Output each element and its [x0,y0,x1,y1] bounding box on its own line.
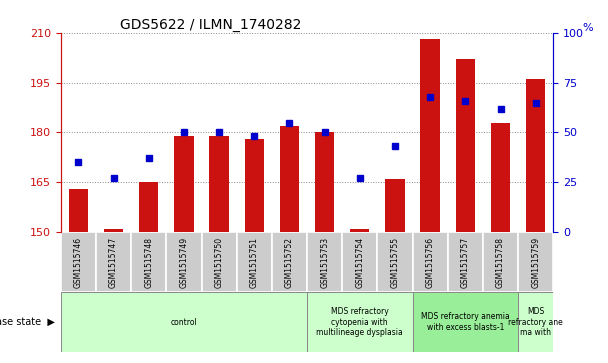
Bar [385,179,405,232]
Text: GSM1515752: GSM1515752 [285,237,294,288]
Bar [526,79,545,232]
Bar [131,232,167,292]
Bar [139,182,159,232]
Text: GSM1515756: GSM1515756 [426,237,435,288]
Bar [307,232,342,292]
Bar [174,136,193,232]
Y-axis label: %: % [582,23,593,33]
Text: control: control [171,318,197,327]
Bar [244,139,264,232]
Text: GSM1515758: GSM1515758 [496,237,505,288]
Text: GSM1515748: GSM1515748 [144,237,153,288]
Bar [350,229,370,232]
Text: MDS refractory
cytopenia with
multilineage dysplasia: MDS refractory cytopenia with multilinea… [316,307,403,337]
Bar [61,232,96,292]
Bar [280,126,299,232]
Text: GSM1515755: GSM1515755 [390,237,399,288]
Text: GDS5622 / ILMN_1740282: GDS5622 / ILMN_1740282 [120,18,302,32]
Bar [447,232,483,292]
Bar [237,232,272,292]
Bar [209,136,229,232]
Bar [455,59,475,232]
Bar [518,232,553,292]
Bar [378,232,413,292]
Text: GSM1515753: GSM1515753 [320,237,329,288]
Text: GSM1515746: GSM1515746 [74,237,83,288]
Bar [104,229,123,232]
Bar [483,232,518,292]
Text: GSM1515751: GSM1515751 [250,237,259,288]
Bar [342,232,378,292]
Text: disease state  ▶: disease state ▶ [0,317,55,327]
Bar [421,39,440,232]
Text: MDS
refractory ane
ma with: MDS refractory ane ma with [508,307,563,337]
Bar [315,132,334,232]
Bar [167,232,201,292]
Bar [307,292,413,352]
Bar [272,232,307,292]
Text: GSM1515757: GSM1515757 [461,237,470,288]
Bar [413,292,518,352]
Bar [201,232,237,292]
Text: GSM1515749: GSM1515749 [179,237,188,288]
Bar [61,292,307,352]
Text: MDS refractory anemia
with excess blasts-1: MDS refractory anemia with excess blasts… [421,313,510,332]
Bar [96,232,131,292]
Bar [518,292,553,352]
Text: GSM1515750: GSM1515750 [215,237,224,288]
Bar [491,122,510,232]
Text: GSM1515759: GSM1515759 [531,237,540,288]
Bar [413,232,447,292]
Bar [69,189,88,232]
Text: GSM1515747: GSM1515747 [109,237,118,288]
Text: GSM1515754: GSM1515754 [355,237,364,288]
